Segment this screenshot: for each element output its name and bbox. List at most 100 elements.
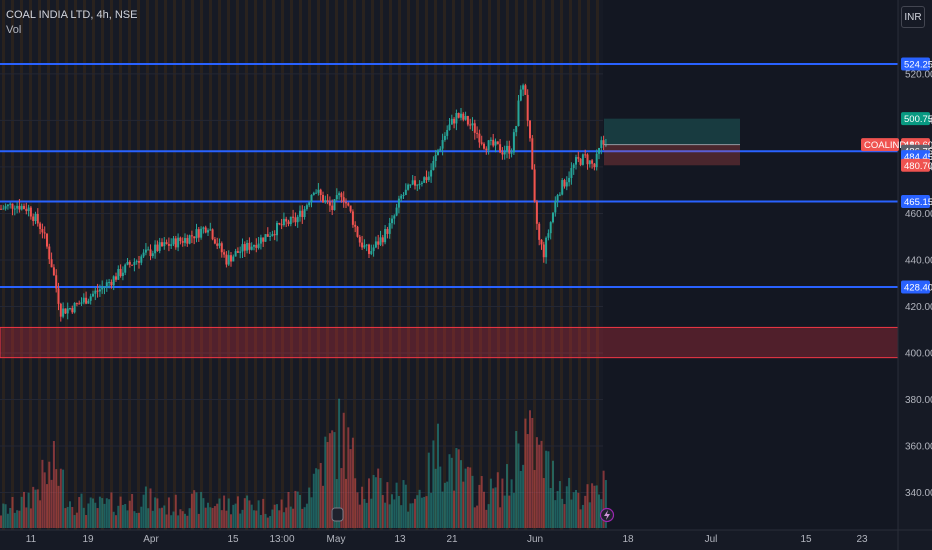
candle-body — [48, 246, 51, 260]
session-stripe — [515, 0, 518, 530]
volume-bar — [6, 513, 9, 528]
volume-bar — [351, 437, 354, 528]
session-stripes — [2, 0, 599, 530]
candle-body — [522, 85, 525, 90]
candle-body — [434, 154, 437, 161]
candle-body — [423, 177, 426, 183]
candle-body — [262, 237, 265, 242]
candle-body — [602, 140, 605, 145]
candle-body — [292, 216, 295, 218]
volume-bar — [331, 430, 334, 528]
session-stripe — [542, 0, 545, 530]
candle-body — [236, 251, 239, 253]
candle-body — [570, 168, 573, 178]
volume-bar — [156, 498, 159, 528]
candle-body — [370, 251, 373, 254]
price-axis[interactable]: 340.00 360.00 380.00 400.00 420.00 440.00 460.… — [897, 0, 932, 550]
session-stripe — [38, 0, 41, 530]
volume-bar — [469, 467, 472, 528]
candle-body — [379, 237, 382, 245]
volume-bar — [487, 504, 490, 528]
candle-body — [209, 229, 212, 231]
volume-bar — [526, 434, 529, 528]
support-zone[interactable] — [0, 326, 899, 359]
price-axis-badges: 524.25500.75489.60COALINDIA486.75484.454… — [861, 57, 932, 294]
candle-body — [489, 139, 492, 141]
time-axis[interactable]: 11 19 Apr 15 13:00 May 13 21 Jun 18 Jul 15 23 — [0, 529, 932, 545]
volume-bar — [340, 468, 343, 528]
volume-bar — [310, 497, 313, 528]
session-stripe — [263, 0, 266, 530]
candle-body — [374, 241, 377, 248]
candle-body — [50, 259, 53, 268]
volume-bar — [512, 492, 515, 528]
candle-body — [427, 176, 430, 181]
volume-bar — [64, 508, 67, 528]
price-tick-label: 520.00 — [905, 69, 932, 80]
volume-bar — [273, 504, 276, 528]
volume-bar — [126, 510, 129, 528]
volume-bar — [427, 452, 430, 528]
candle-body — [2, 208, 5, 210]
session-stripe — [173, 0, 176, 530]
volume-bar — [128, 500, 131, 528]
volume-bar — [430, 492, 433, 528]
currency-button[interactable]: INR — [901, 6, 925, 28]
long-position-tool[interactable] — [604, 118, 740, 166]
volume-bar — [121, 504, 124, 528]
candle-body — [556, 195, 559, 202]
horizontal-levels[interactable] — [0, 63, 898, 288]
session-stripe — [308, 0, 311, 530]
candle-body — [395, 207, 398, 216]
candle-body — [131, 264, 134, 266]
candle-body — [0, 208, 2, 210]
candle-body — [225, 254, 228, 265]
candle-body — [257, 243, 260, 248]
candle-body — [89, 296, 92, 301]
volume-bar — [404, 484, 407, 528]
candle-body — [23, 205, 25, 209]
volume-bar — [186, 515, 189, 528]
candle-body — [549, 222, 552, 234]
volume-bar — [363, 498, 366, 528]
volume-bar — [108, 499, 111, 528]
candle-body — [565, 182, 568, 187]
candle-body — [499, 144, 502, 153]
candle-body — [167, 243, 170, 246]
session-stripe — [443, 0, 446, 530]
candle-body — [342, 197, 345, 203]
candle-body — [324, 200, 327, 203]
candle-body — [126, 261, 129, 265]
candlestick-series[interactable] — [0, 83, 607, 322]
volume-bar — [41, 459, 44, 528]
volume-bar — [409, 503, 412, 528]
chart-legend: COAL INDIA LTD, 4h, NSE Vol — [6, 8, 137, 38]
volume-bar — [52, 441, 55, 528]
volume-bar — [110, 492, 113, 528]
session-stripe — [596, 0, 599, 530]
candle-body — [144, 249, 147, 253]
volume-bar — [211, 507, 214, 528]
candle-body — [501, 152, 504, 155]
volume-bar — [317, 469, 320, 528]
earnings-icon-glyph — [335, 510, 338, 521]
candle-body — [172, 238, 175, 245]
candle-body — [365, 244, 368, 246]
volume-bar — [177, 515, 180, 528]
candle-body — [20, 205, 23, 210]
volume-bar — [515, 430, 518, 528]
volume-bar — [172, 511, 175, 528]
volume-bar — [400, 505, 403, 528]
volume-bar — [216, 503, 219, 528]
candle-body — [269, 236, 272, 238]
candle-body — [411, 180, 414, 185]
price-badge-label: 428.40 — [904, 282, 932, 293]
volume-bar — [443, 482, 446, 528]
candle-body — [197, 229, 200, 238]
volume-bar — [204, 507, 207, 528]
volume-bar — [602, 470, 605, 528]
candle-body — [326, 200, 329, 202]
candle-body — [273, 234, 276, 236]
candle-body — [11, 203, 14, 209]
